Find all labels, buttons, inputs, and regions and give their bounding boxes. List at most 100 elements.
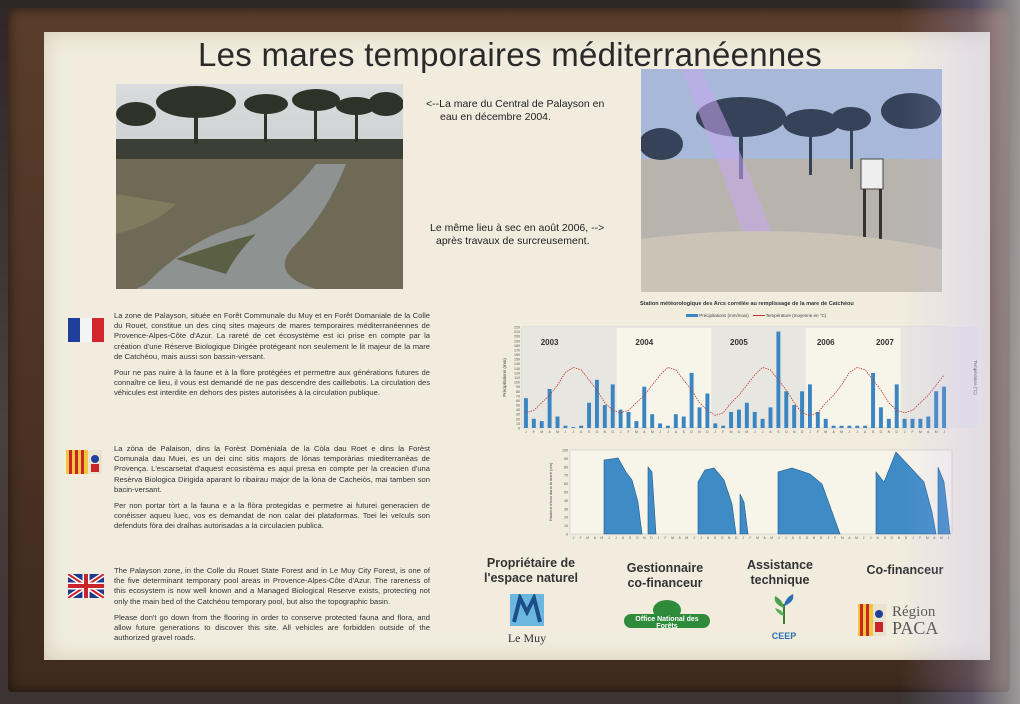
water-y-tick-label: 20 xyxy=(564,516,568,520)
month-tick-label: M xyxy=(935,430,938,434)
photo-wet-pool xyxy=(116,84,403,289)
y-tick-label: 180 xyxy=(514,344,520,348)
precip-bar xyxy=(681,416,686,428)
partner-owner-heading: Propriétaire de l'espace naturel xyxy=(484,556,578,585)
caption-wet: <--La mare du Central de Palayson en eau… xyxy=(426,98,605,123)
y-tick-label: 200 xyxy=(514,335,520,339)
precip-bar xyxy=(697,407,702,428)
month-tick-label: M xyxy=(824,430,827,434)
month-tick-label: M xyxy=(635,430,638,434)
water-month-tick-label: O xyxy=(721,536,724,540)
precip-bar xyxy=(863,425,868,428)
water-month-tick-label: J xyxy=(778,536,780,540)
water-month-tick-label: A xyxy=(848,536,851,540)
precip-bar xyxy=(847,425,852,428)
water-month-tick-label: O xyxy=(636,536,639,540)
year-label: 2004 xyxy=(635,338,653,347)
y-tick-label: 170 xyxy=(514,348,520,352)
water-month-tick-label: J xyxy=(658,536,660,540)
month-tick-label: J xyxy=(525,430,527,434)
month-tick-label: M xyxy=(840,430,843,434)
month-tick-label: M xyxy=(556,430,559,434)
water-month-tick-label: J xyxy=(785,536,787,540)
precip-bar xyxy=(531,418,536,428)
water-month-tick-label: J xyxy=(870,536,872,540)
water-month-tick-label: N xyxy=(728,536,731,540)
water-month-tick-label: A xyxy=(707,536,710,540)
water-month-tick-label: F xyxy=(665,536,667,540)
month-tick-label: J xyxy=(904,430,906,434)
water-month-tick-label: A xyxy=(622,536,625,540)
precip-bar xyxy=(626,411,631,428)
precip-bar xyxy=(894,384,899,428)
year-label: 2006 xyxy=(817,338,835,347)
month-tick-label: J xyxy=(659,430,661,434)
month-tick-label: O xyxy=(880,430,883,434)
partner-cofinance-heading: Co-financeur xyxy=(866,563,944,577)
water-month-tick-label: D xyxy=(905,536,908,540)
water-y-tick-label: 80 xyxy=(564,465,568,469)
precip-bar xyxy=(815,411,820,428)
water-month-tick-label: D xyxy=(735,536,738,540)
precip-bar xyxy=(926,416,931,428)
water-month-tick-label: N xyxy=(898,536,901,540)
precip-bar xyxy=(571,427,576,428)
y2-axis-label: Température (°C) xyxy=(973,360,978,395)
precip-bar xyxy=(855,425,860,428)
water-month-tick-label: N xyxy=(813,536,816,540)
water-month-tick-label: F xyxy=(919,536,921,540)
water-month-tick-label: M xyxy=(841,536,844,540)
water-month-tick-label: M xyxy=(671,536,674,540)
water-month-tick-label: M xyxy=(770,536,773,540)
month-tick-label: J xyxy=(809,430,811,434)
water-month-tick-label: N xyxy=(643,536,646,540)
year-band xyxy=(711,327,806,428)
chart-legend: Précipitations (mm/mois) Température (mo… xyxy=(686,313,826,318)
water-month-tick-label: A xyxy=(933,536,936,540)
precip-bar xyxy=(658,423,663,428)
y-tick-label: 20 xyxy=(516,417,520,421)
month-tick-label: S xyxy=(872,430,875,434)
water-y-tick-label: 70 xyxy=(564,474,568,478)
precip-bar xyxy=(871,372,876,428)
month-tick-label: M xyxy=(730,430,733,434)
y-tick-label: 90 xyxy=(516,385,520,389)
precip-bar xyxy=(587,402,592,428)
text-occitan: La zòna de Palaison, dins la Forèst Domè… xyxy=(114,444,430,531)
month-tick-label: O xyxy=(690,430,693,434)
y-tick-label: 220 xyxy=(514,326,520,330)
y-tick-label: 140 xyxy=(514,362,520,366)
month-tick-label: A xyxy=(769,430,772,434)
y-tick-label: 0 xyxy=(518,427,520,431)
y-tick-label: 210 xyxy=(514,330,520,334)
precip-bar xyxy=(792,405,797,428)
y-tick-label: 30 xyxy=(516,413,520,417)
water-month-tick-label: A xyxy=(763,536,766,540)
y-tick-label: 80 xyxy=(516,390,520,394)
month-tick-label: A xyxy=(675,430,678,434)
le-muy-logo: Le Muy xyxy=(498,592,556,646)
water-y-tick-label: 40 xyxy=(564,499,568,503)
water-month-tick-label: J xyxy=(693,536,695,540)
y-tick-label: 150 xyxy=(514,358,520,362)
water-month-tick-label: D xyxy=(650,536,653,540)
water-y-tick-label: 60 xyxy=(564,482,568,486)
water-month-tick-label: J xyxy=(912,536,914,540)
precip-bar xyxy=(705,393,710,428)
precip-bar xyxy=(800,391,805,428)
month-tick-label: J xyxy=(754,430,756,434)
precip-bar xyxy=(650,414,655,428)
month-tick-label: M xyxy=(651,430,654,434)
precip-bar xyxy=(744,402,749,428)
water-month-tick-label: M xyxy=(601,536,604,540)
month-tick-label: F xyxy=(817,430,819,434)
water-level-area xyxy=(647,466,657,535)
month-tick-label: N xyxy=(604,430,607,434)
water-y-tick-label: 100 xyxy=(562,449,568,453)
year-label: 2003 xyxy=(541,338,559,347)
month-tick-label: M xyxy=(745,430,748,434)
month-tick-label: A xyxy=(927,430,930,434)
month-tick-label: N xyxy=(793,430,796,434)
water-month-tick-label: J xyxy=(615,536,617,540)
precip-bar xyxy=(642,386,647,428)
